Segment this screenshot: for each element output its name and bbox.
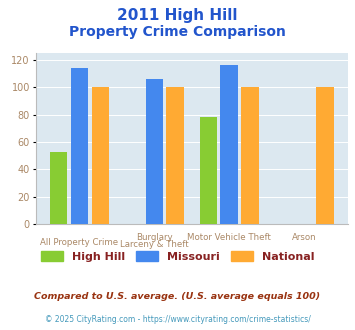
Bar	[220, 65, 238, 224]
Legend: High Hill, Missouri, National: High Hill, Missouri, National	[36, 247, 319, 267]
Bar	[92, 87, 109, 224]
Bar	[146, 79, 163, 224]
Text: © 2025 CityRating.com - https://www.cityrating.com/crime-statistics/: © 2025 CityRating.com - https://www.city…	[45, 315, 310, 324]
Text: 2011 High Hill: 2011 High Hill	[117, 8, 238, 23]
Text: Larceny & Theft: Larceny & Theft	[120, 240, 189, 249]
Bar	[166, 87, 184, 224]
Text: All Property Crime: All Property Crime	[40, 238, 118, 247]
Text: Property Crime Comparison: Property Crime Comparison	[69, 25, 286, 39]
Bar	[200, 117, 217, 224]
Bar	[316, 87, 334, 224]
Bar	[241, 87, 259, 224]
Text: Motor Vehicle Theft: Motor Vehicle Theft	[187, 233, 271, 242]
Text: Compared to U.S. average. (U.S. average equals 100): Compared to U.S. average. (U.S. average …	[34, 292, 321, 301]
Bar	[50, 152, 67, 224]
Text: Burglary: Burglary	[136, 233, 173, 242]
Text: Arson: Arson	[292, 233, 316, 242]
Bar	[71, 68, 88, 224]
